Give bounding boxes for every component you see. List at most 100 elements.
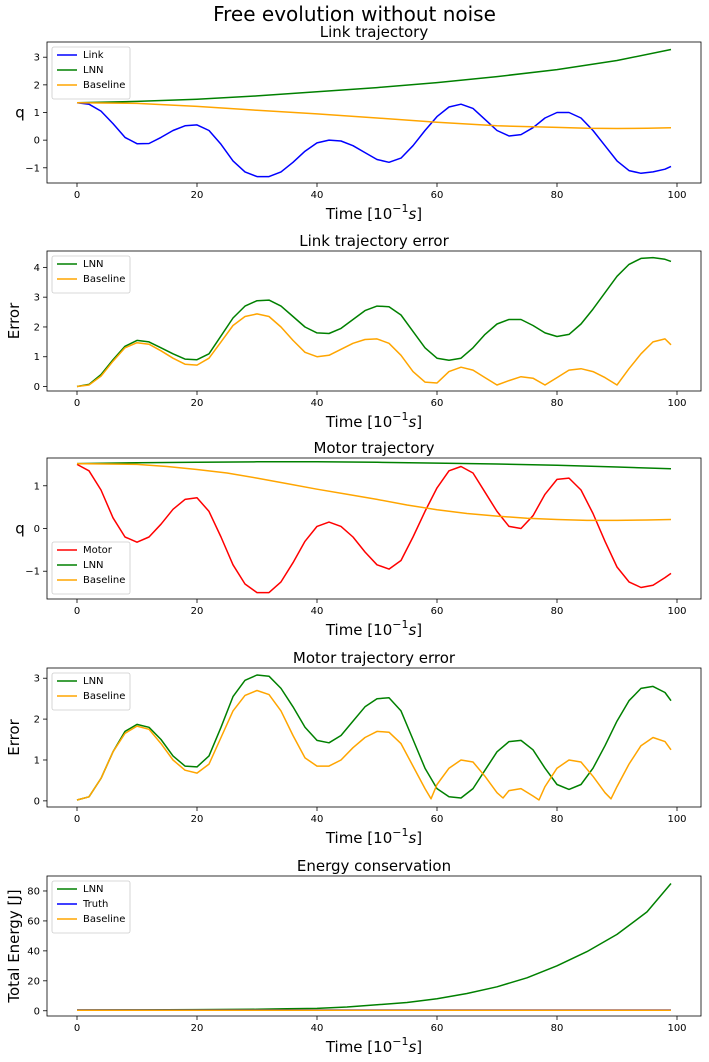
x-tick-label: 80 — [551, 190, 564, 201]
x-tick-label: 40 — [311, 606, 324, 617]
y-tick-label: 1 — [34, 352, 40, 363]
y-tick-label: 2 — [34, 80, 40, 91]
series-line-lnn — [76, 48, 672, 104]
legend-label-truth: Truth — [82, 899, 108, 910]
axes-title: Link trajectory — [320, 23, 429, 41]
x-axis-label: Time [10−1s] — [325, 1035, 422, 1056]
y-tick-label: 40 — [27, 946, 40, 957]
subplot-3: Motor trajectory 0 20 40 60 80 100 −1 0 1 Time [10… — [15, 439, 702, 639]
legend-box — [51, 541, 131, 595]
y-tick-label: 2 — [34, 322, 40, 333]
legend-box — [51, 880, 131, 934]
legend: LNN Baseline — [51, 672, 131, 711]
y-tick-label: 3 — [34, 53, 40, 64]
x-axis-label-close: ] — [416, 829, 422, 847]
x-tick-label: 40 — [311, 1023, 324, 1034]
axes-frame — [46, 250, 702, 392]
series-group — [76, 48, 672, 178]
x-axis-label-close: ] — [416, 413, 422, 431]
x-axis-label: Time [10−1s] — [325, 202, 422, 223]
x-axis-label-exponent: −1 — [392, 202, 408, 215]
x-axis-label: Time [10−1s] — [325, 826, 422, 847]
y-tick-label: 1 — [34, 755, 40, 766]
series-line-link — [76, 102, 672, 178]
x-tick-label: 20 — [191, 398, 204, 409]
x-axis-label-text: Time [10 — [325, 205, 392, 223]
x-axis-label-unit: s — [408, 1038, 416, 1056]
legend: LNN Baseline — [51, 255, 131, 294]
x-tick-label: 60 — [431, 814, 444, 825]
x-tick-label: 80 — [551, 814, 564, 825]
series-line-baseline — [76, 102, 672, 130]
x-tick-label: 60 — [431, 398, 444, 409]
x-tick-label: 100 — [667, 606, 686, 617]
y-axis-label: q — [15, 520, 25, 538]
axes-frame — [46, 457, 702, 600]
axes-frame — [46, 667, 702, 808]
y-tick-label: 4 — [34, 263, 40, 274]
y-tick-label: 1 — [34, 481, 40, 492]
y-axis-label: q — [15, 104, 25, 122]
axes-frame — [46, 875, 702, 1017]
legend-box — [51, 46, 131, 100]
x-tick-label: 100 — [667, 398, 686, 409]
series-line-baseline — [76, 689, 672, 801]
series-group — [76, 256, 672, 388]
x-tick-label: 20 — [191, 190, 204, 201]
legend-box — [51, 672, 131, 711]
axes-title: Motor trajectory — [313, 439, 434, 457]
y-axis-label: Error — [5, 718, 23, 755]
y-tick-label: −1 — [25, 163, 40, 174]
x-tick-label: 20 — [191, 606, 204, 617]
subplot-5: Energy conservation 0 20 40 60 80 100 0 20 40 60 80… — [5, 857, 702, 1056]
y-tick-label: 0 — [34, 524, 40, 535]
series-group — [76, 461, 672, 594]
x-axis-label-exponent: −1 — [392, 1035, 408, 1048]
legend-label-link: Link — [83, 50, 104, 61]
y-axis-label: Total Energy [J] — [5, 889, 23, 1003]
x-axis-label-close: ] — [416, 621, 422, 639]
legend-label-motor: Motor — [83, 545, 113, 556]
x-tick-label: 20 — [191, 814, 204, 825]
x-axis-label: Time [10−1s] — [325, 618, 422, 639]
y-tick-label: 20 — [27, 976, 40, 987]
x-axis-label-text: Time [10 — [325, 413, 392, 431]
x-tick-label: 100 — [667, 1023, 686, 1034]
x-tick-label: 0 — [74, 398, 80, 409]
x-axis-label: Time [10−1s] — [325, 410, 422, 431]
legend-label-lnn: LNN — [83, 884, 104, 895]
x-tick-label: 100 — [667, 814, 686, 825]
x-tick-label: 60 — [431, 1023, 444, 1034]
x-tick-label: 0 — [74, 814, 80, 825]
legend-label-lnn: LNN — [83, 259, 104, 270]
legend-label-lnn: LNN — [83, 560, 104, 571]
x-tick-label: 40 — [311, 190, 324, 201]
subplot-1: Link trajectory 0 20 40 60 80 100 −1 0 1 2 3 Time [1… — [15, 23, 702, 223]
series-line-baseline — [76, 462, 672, 522]
x-axis-label-text: Time [10 — [325, 1038, 392, 1056]
legend-label-baseline: Baseline — [83, 914, 125, 925]
x-tick-label: 60 — [431, 606, 444, 617]
subplot-2: Link trajectory error 0 20 40 60 80 100 0 1 2 3 4 Ti… — [5, 232, 702, 431]
y-tick-label: −1 — [25, 567, 40, 578]
x-tick-label: 80 — [551, 398, 564, 409]
y-tick-label: 3 — [34, 674, 40, 685]
x-axis-label-exponent: −1 — [392, 410, 408, 423]
axes-title: Motor trajectory error — [293, 649, 456, 667]
y-tick-label: 3 — [34, 293, 40, 304]
axes-title: Energy conservation — [297, 857, 451, 875]
x-tick-label: 20 — [191, 1023, 204, 1034]
series-line-lnn — [76, 674, 672, 801]
x-tick-label: 80 — [551, 606, 564, 617]
legend: Motor LNN Baseline — [51, 541, 131, 595]
y-axis-label: Error — [5, 302, 23, 339]
legend-label-baseline: Baseline — [83, 691, 125, 702]
y-tick-label: 0 — [34, 1006, 40, 1017]
legend-label-lnn: LNN — [83, 65, 104, 76]
x-axis-label-unit: s — [408, 413, 416, 431]
x-tick-label: 0 — [74, 1023, 80, 1034]
x-tick-label: 100 — [667, 190, 686, 201]
y-tick-label: 0 — [34, 136, 40, 147]
x-tick-label: 60 — [431, 190, 444, 201]
